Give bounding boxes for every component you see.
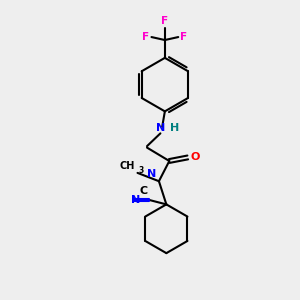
Text: CH: CH (120, 161, 135, 171)
Text: H: H (170, 123, 179, 133)
Text: C: C (140, 186, 148, 197)
Text: N: N (156, 123, 165, 133)
Text: O: O (191, 152, 200, 162)
Text: 3: 3 (139, 166, 144, 175)
Text: N: N (131, 195, 140, 205)
Text: F: F (142, 32, 149, 42)
Text: F: F (180, 32, 188, 42)
Text: N: N (147, 169, 157, 179)
Text: F: F (161, 16, 168, 26)
